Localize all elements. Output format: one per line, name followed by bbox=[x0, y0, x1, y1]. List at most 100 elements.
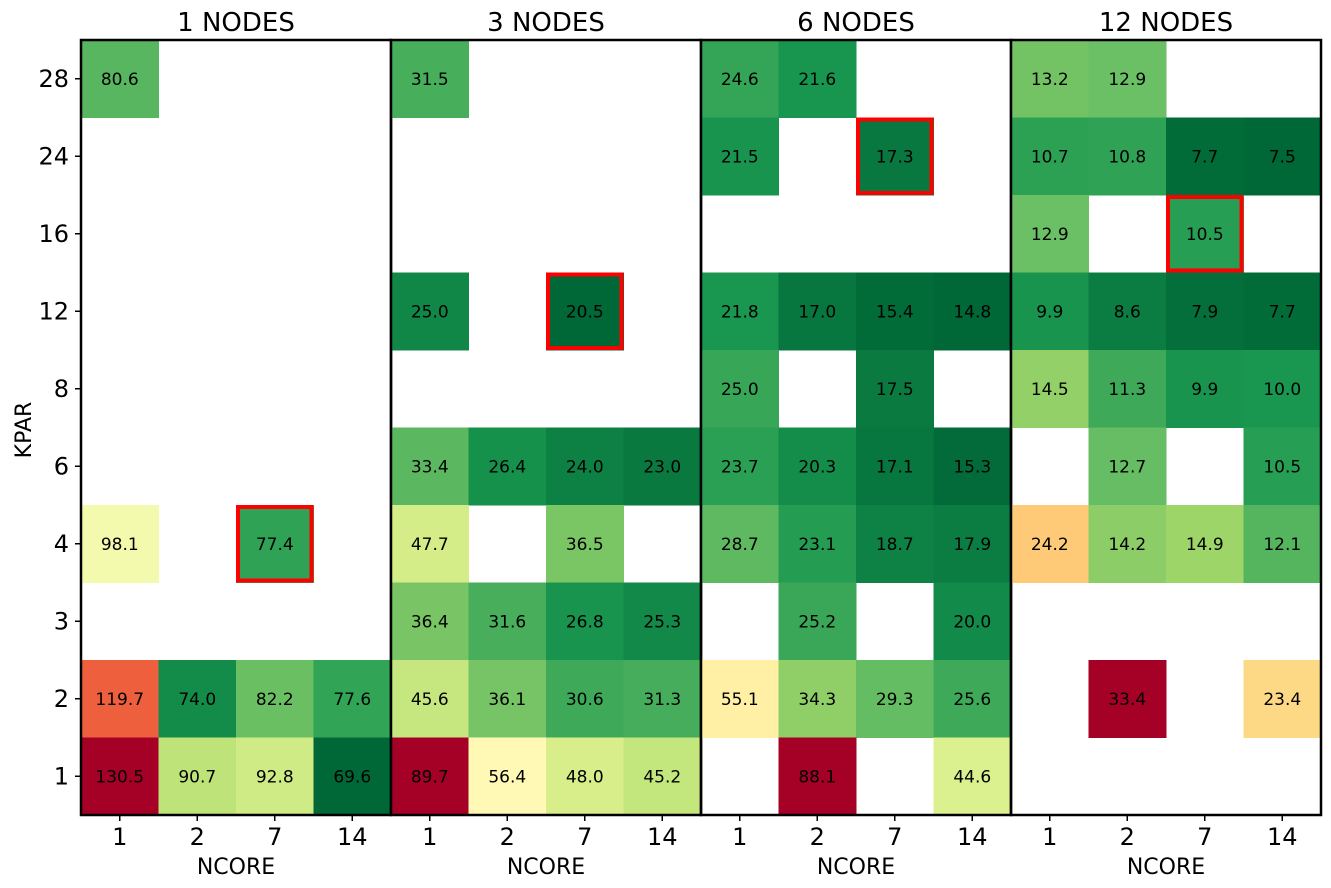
heatmap-cell bbox=[1243, 117, 1322, 196]
heatmap-cell bbox=[81, 660, 159, 738]
heatmap-cell bbox=[391, 660, 469, 738]
highlight-box bbox=[236, 505, 314, 583]
y-tick-label: 16 bbox=[38, 220, 69, 248]
cell-value-label: 23.4 bbox=[1263, 690, 1301, 710]
cell-value-label: 18.7 bbox=[876, 535, 914, 555]
cell-value-label: 89.7 bbox=[411, 767, 449, 787]
cell-value-label: 24.0 bbox=[566, 457, 604, 477]
cell-value-label: 31.5 bbox=[411, 70, 449, 90]
highlight-box bbox=[1166, 195, 1244, 273]
heatmap-cell bbox=[933, 737, 1012, 816]
highlight-box bbox=[546, 272, 624, 350]
x-axis-label: NCORE bbox=[507, 855, 585, 880]
y-tick-label: 2 bbox=[54, 685, 69, 713]
heatmap-cell bbox=[701, 40, 779, 118]
heatmap-cell bbox=[546, 272, 624, 351]
heatmap-cell bbox=[1166, 350, 1244, 428]
cell-value-label: 12.7 bbox=[1108, 457, 1146, 477]
cell-value-label: 17.0 bbox=[798, 302, 836, 322]
cell-value-label: 12.9 bbox=[1031, 225, 1069, 245]
x-tick-label: 2 bbox=[190, 823, 205, 851]
cell-value-label: 45.2 bbox=[643, 767, 681, 787]
heatmap-cell bbox=[391, 40, 469, 118]
cell-value-label: 48.0 bbox=[566, 767, 604, 787]
cell-value-label: 47.7 bbox=[411, 535, 449, 555]
panel: 24.6 21.6 21.5 17.3 21.8 17.0 15.4 14.8 25.0 17.5… bbox=[699, 8, 1013, 880]
y-tick-label: 1 bbox=[54, 762, 69, 790]
cell-value-label: 10.0 bbox=[1263, 380, 1301, 400]
cell-value-label: 28.7 bbox=[721, 535, 759, 555]
x-tick-label: 1 bbox=[732, 823, 747, 851]
heatmap-cell bbox=[1088, 40, 1167, 118]
cell-value-label: 92.8 bbox=[256, 767, 294, 787]
heatmap-cell bbox=[1243, 427, 1322, 506]
panel: 80.6 98.1 77.4 119.7 74.0 82.2 77.6 130.5 90.7 92… bbox=[79, 8, 393, 880]
x-tick-label: 2 bbox=[500, 823, 515, 851]
heatmap-cell bbox=[391, 582, 469, 661]
heatmap-cell bbox=[701, 350, 779, 428]
x-tick-label: 14 bbox=[337, 823, 368, 851]
heatmap-cell bbox=[391, 427, 469, 506]
heatmap-cell bbox=[933, 582, 1012, 661]
heatmap-cell bbox=[1011, 117, 1089, 196]
cell-value-label: 10.7 bbox=[1031, 147, 1069, 167]
cell-value-label: 88.1 bbox=[798, 767, 836, 787]
heatmap-cell bbox=[1011, 195, 1089, 273]
x-tick-label: 7 bbox=[267, 823, 282, 851]
cell-value-label: 8.6 bbox=[1114, 302, 1141, 322]
cell-value-label: 17.9 bbox=[953, 535, 991, 555]
heatmap-cell bbox=[1166, 505, 1244, 583]
cell-value-label: 10.5 bbox=[1263, 457, 1301, 477]
cell-value-label: 15.4 bbox=[876, 302, 914, 322]
y-tick-label: 24 bbox=[38, 142, 69, 170]
heatmap-cell bbox=[81, 505, 159, 583]
y-axis-ticks: 28 24 16 12 8 6 4 3 2 1 bbox=[38, 65, 81, 790]
x-tick-label: 14 bbox=[1267, 823, 1298, 851]
cell-value-label: 12.1 bbox=[1263, 535, 1301, 555]
heatmap-cell bbox=[1088, 505, 1167, 583]
panels: 80.6 98.1 77.4 119.7 74.0 82.2 77.6 130.5 90.7 92… bbox=[79, 8, 1323, 880]
cell-value-label: 10.8 bbox=[1108, 147, 1146, 167]
panel-cells bbox=[391, 40, 702, 816]
heatmap-cell bbox=[623, 737, 702, 816]
cell-value-label: 14.8 bbox=[953, 302, 991, 322]
heatmap-cell bbox=[1243, 272, 1322, 351]
y-tick-label: 8 bbox=[54, 375, 69, 403]
cell-value-label: 23.1 bbox=[798, 535, 836, 555]
cell-value-label: 98.1 bbox=[101, 535, 139, 555]
highlight-box bbox=[856, 117, 934, 195]
heatmap-cell bbox=[236, 737, 314, 816]
heatmap-cell bbox=[701, 660, 779, 738]
cell-value-label: 29.3 bbox=[876, 690, 914, 710]
heatmap-cell bbox=[623, 660, 702, 738]
panel-title: 12 NODES bbox=[1099, 8, 1233, 38]
cell-value-label: 77.6 bbox=[333, 690, 371, 710]
cell-value-label: 10.5 bbox=[1186, 225, 1224, 245]
cell-value-label: 25.0 bbox=[721, 380, 759, 400]
heatmap-cell bbox=[778, 737, 857, 816]
cell-value-label: 36.5 bbox=[566, 535, 604, 555]
cell-value-label: 20.5 bbox=[566, 302, 604, 322]
heatmap-cell bbox=[546, 737, 624, 816]
cell-value-label: 7.7 bbox=[1191, 147, 1218, 167]
cell-value-label: 33.4 bbox=[411, 457, 449, 477]
cell-value-label: 24.2 bbox=[1031, 535, 1069, 555]
heatmap-cell bbox=[778, 505, 857, 583]
x-tick-label: 1 bbox=[422, 823, 437, 851]
cell-value-label: 14.2 bbox=[1108, 535, 1146, 555]
cell-value-label: 77.4 bbox=[256, 535, 294, 555]
cell-value-label: 21.8 bbox=[721, 302, 759, 322]
heatmap-cell bbox=[1088, 350, 1167, 428]
heatmap-cell bbox=[856, 350, 934, 428]
cell-value-label: 69.6 bbox=[333, 767, 371, 787]
heatmap-cell bbox=[933, 505, 1012, 583]
cell-value-label: 130.5 bbox=[95, 767, 144, 787]
heatmap-cell bbox=[856, 272, 934, 351]
heatmap-cell bbox=[391, 737, 469, 816]
cell-value-label: 80.6 bbox=[101, 70, 139, 90]
cell-value-label: 25.6 bbox=[953, 690, 991, 710]
cell-value-label: 9.9 bbox=[1036, 302, 1063, 322]
heatmap-cell bbox=[778, 660, 857, 738]
panel-cells bbox=[1011, 40, 1322, 738]
